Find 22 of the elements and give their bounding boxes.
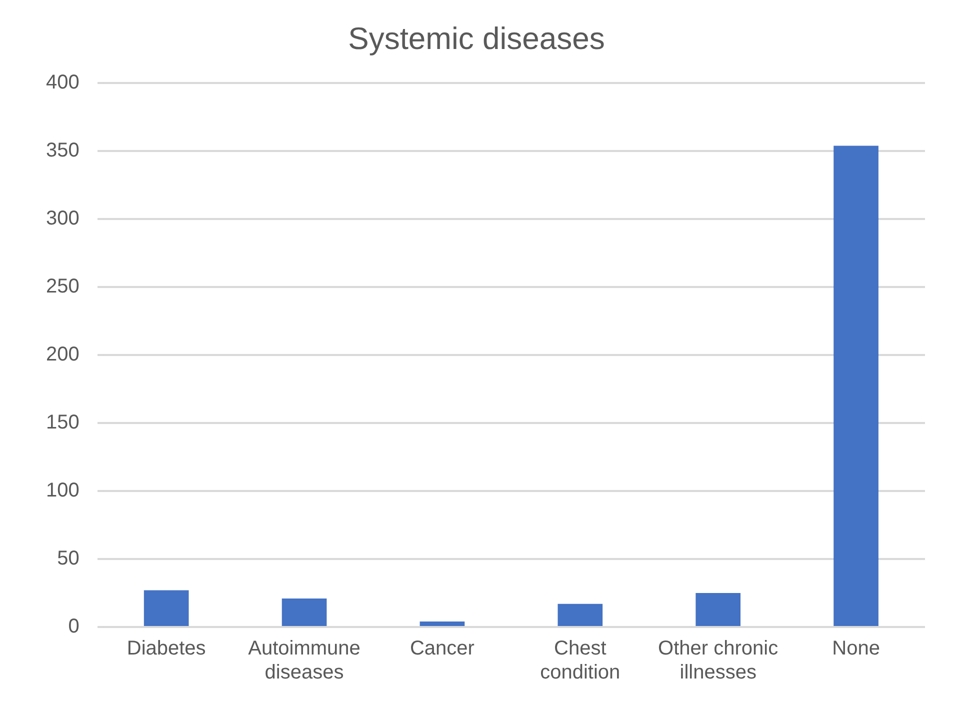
y-tick-label: 0: [68, 616, 80, 638]
x-tick-label: None: [832, 638, 880, 660]
y-tick-label: 400: [46, 72, 80, 94]
y-tick-label: 150: [46, 412, 80, 434]
bar: [834, 146, 878, 626]
x-tick-label: Other chronic illnesses: [658, 638, 778, 684]
x-tick-label: Cancer: [410, 638, 475, 660]
x-tick-label: Autoimmune diseases: [248, 638, 360, 684]
bar: [420, 622, 465, 626]
bar: [696, 593, 741, 626]
chart-title: Systemic diseases: [348, 21, 605, 56]
y-tick-label: 100: [46, 480, 80, 502]
bar: [144, 590, 189, 626]
y-tick-label: 250: [46, 276, 80, 298]
bar: [282, 598, 327, 626]
y-tick-label: 350: [46, 140, 80, 162]
x-tick-label: Chest condition: [540, 638, 620, 684]
x-tick-label: Diabetes: [126, 638, 206, 660]
bar: [558, 604, 603, 626]
y-tick-label: 300: [46, 208, 80, 230]
y-tick-label: 50: [57, 548, 80, 570]
y-tick-label: 200: [46, 344, 80, 366]
